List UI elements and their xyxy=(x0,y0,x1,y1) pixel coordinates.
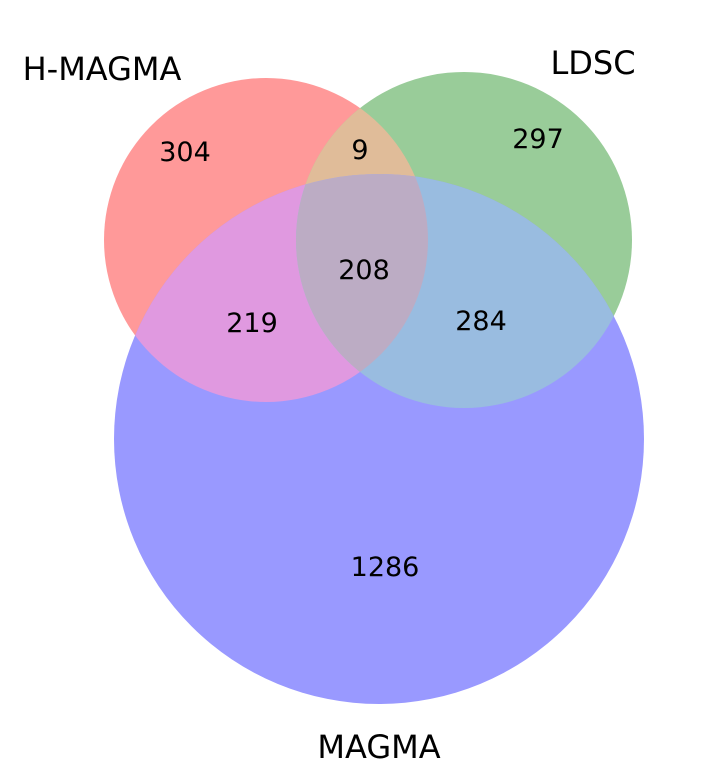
hmagma-label: H-MAGMA xyxy=(23,50,182,88)
hmagma-magma-overlap xyxy=(114,174,428,402)
ldsc-magma-count: 284 xyxy=(455,306,507,337)
hmagma-magma-count: 219 xyxy=(226,308,278,339)
ldsc-magma-overlap xyxy=(296,174,632,408)
hmagma-only-count: 304 xyxy=(159,137,211,168)
magma-label: MAGMA xyxy=(317,728,440,766)
all-three-count: 208 xyxy=(338,255,390,286)
magma-only-count: 1286 xyxy=(351,552,420,583)
hmagma-ldsc-count: 9 xyxy=(351,135,368,166)
ldsc-label: LDSC xyxy=(550,44,635,82)
ldsc-only-count: 297 xyxy=(512,124,564,155)
